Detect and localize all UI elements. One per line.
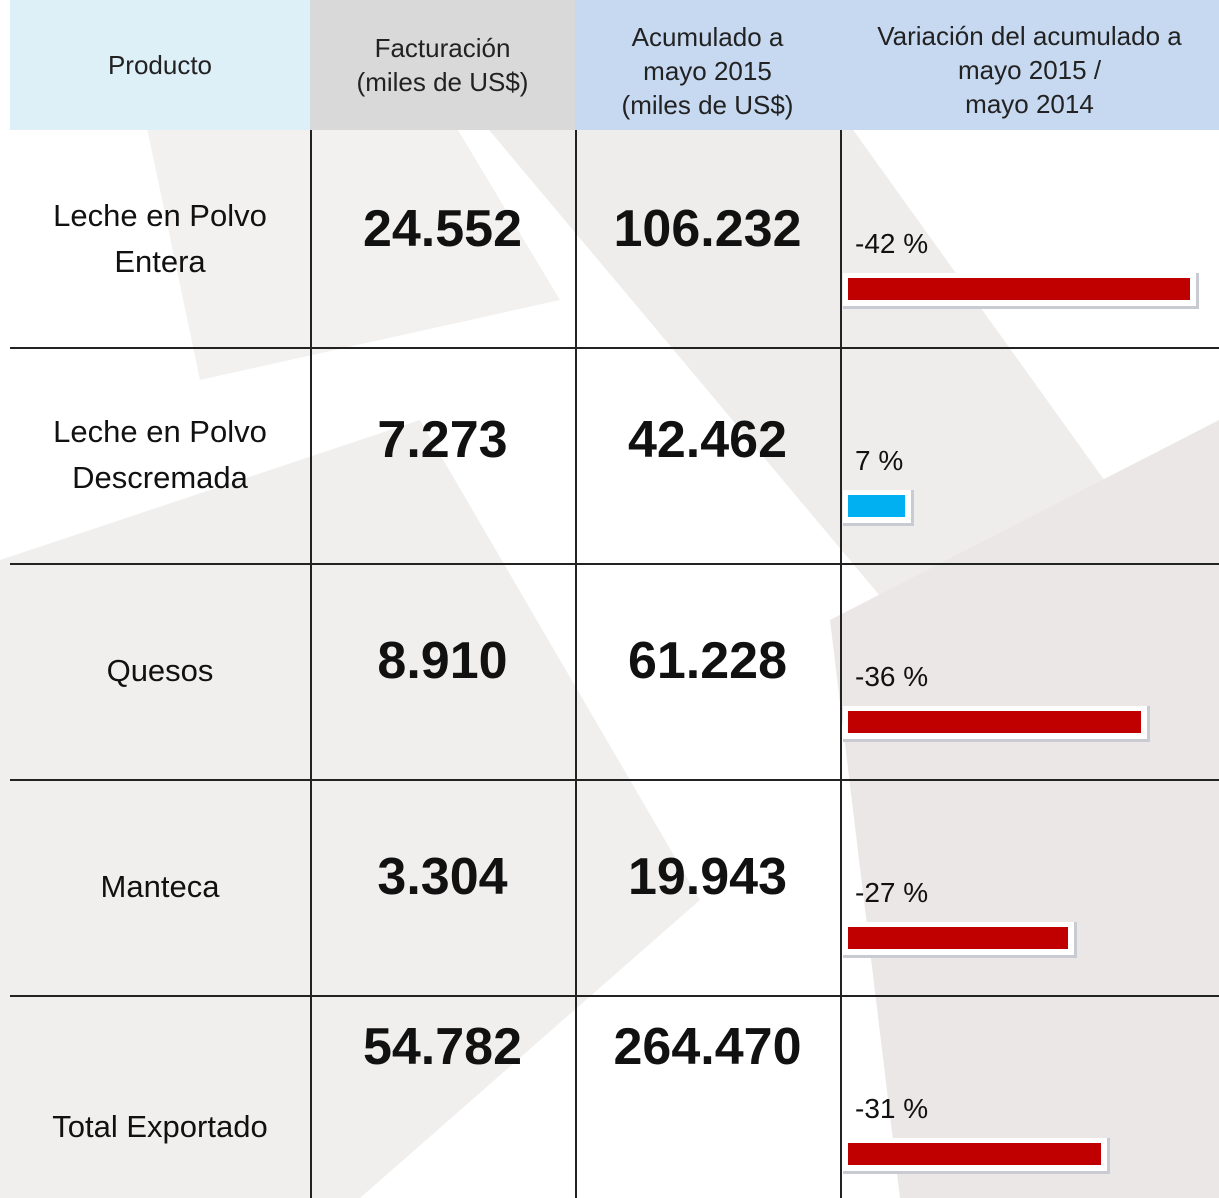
product-cell: Total Exportado [10,995,310,1198]
product-name: Leche en Polvo [53,414,267,449]
value-text: 264.470 [613,1017,802,1076]
header-cell: Producto [10,0,310,130]
header-cell: Acumulado a mayo 2015 (miles de US$) [575,0,840,130]
value-text: 61.228 [627,632,788,690]
variation-label: -42 % [855,228,929,259]
variation-bar [848,495,906,517]
variation-bar [848,1143,1101,1165]
variation-bar [848,711,1142,733]
row-divider [10,995,1219,997]
product-cell: Manteca [10,779,310,995]
header-text: (miles de US$) [356,67,529,97]
value-cell: 42.462 [575,332,840,548]
value-text: 106.232 [613,199,802,258]
product-name: Manteca [100,869,220,904]
value-text: 3.304 [377,848,508,906]
value-text: 8.910 [377,632,508,690]
row-divider [10,779,1219,781]
product-name: Quesos [106,653,214,688]
value-text: 19.943 [627,848,788,906]
value-text: 54.782 [362,1017,523,1076]
header-text: Variación del acumulado a [877,21,1182,51]
header-text: Facturación [374,33,511,63]
header-text: Producto [107,50,213,80]
header-cell: Facturación (miles de US$) [310,0,575,130]
value-cell: 54.782 [310,945,575,1148]
column-divider [575,130,577,1198]
value-cell: 61.228 [575,553,840,769]
header-cell: Variación del acumulado a mayo 2015 / mayo… [840,0,1219,130]
variation-label: -36 % [855,661,929,692]
value-text: 7.273 [377,411,508,469]
header-text: (miles de US$) [621,90,794,120]
column-divider [310,130,312,1198]
value-cell: 8.910 [310,553,575,769]
product-name: Leche en Polvo [53,197,267,233]
variation-label: -31 % [855,1093,929,1124]
value-text: 24.552 [362,199,523,258]
value-cell: 19.943 [575,769,840,985]
value-cell: 264.470 [575,945,840,1148]
variation-bar [848,927,1069,949]
row-divider [10,347,1219,349]
value-cell: 24.552 [310,120,575,337]
value-cell: 3.304 [310,769,575,985]
header-text: Acumulado a [631,22,784,52]
product-name: Descremada [72,460,248,495]
product-cell: Leche en Polvo Entera [10,130,310,347]
variation-label: 7 % [855,445,904,476]
variation-bar [848,278,1191,300]
product-cell: Quesos [10,563,310,779]
row-divider [10,563,1219,565]
product-name: Total Exportado [52,1108,268,1144]
header-text: mayo 2014 [965,89,1094,119]
column-divider [840,130,842,1198]
product-cell: Leche en Polvo Descremada [10,347,310,563]
header-text: mayo 2015 [643,56,772,86]
value-cell: 106.232 [575,120,840,337]
variation-label: -27 % [855,877,929,908]
header-text: mayo 2015 / [957,55,1102,85]
value-text: 42.462 [627,411,788,469]
product-name: Entera [114,243,206,279]
value-cell: 7.273 [310,332,575,548]
